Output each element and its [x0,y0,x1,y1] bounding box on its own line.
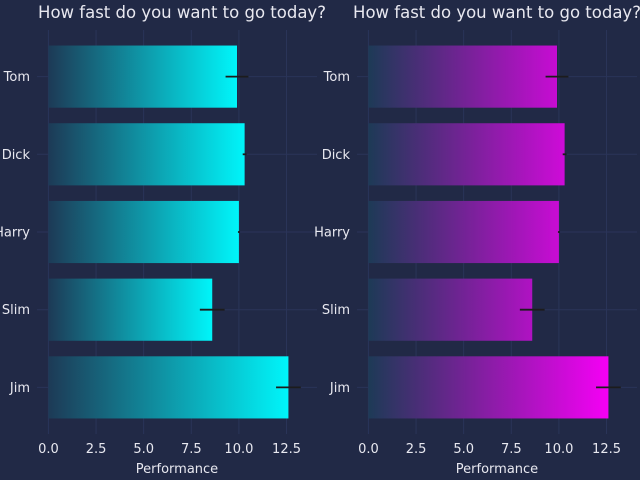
x-tick-label: 12.5 [592,442,621,457]
y-tick-label: Dick [2,148,31,163]
x-tick-label: 0.0 [38,442,59,457]
x-tick-label: 2.5 [406,442,427,457]
y-tick-label: Harry [0,226,30,241]
bar [48,278,213,341]
y-tick-label: Slim [322,303,350,318]
bar [368,278,533,341]
bar [48,45,237,108]
chart-panel-right: How fast do you want to go today? Perfor… [314,3,640,477]
y-tick-label: Harry [314,226,350,241]
x-tick-label: 10.0 [544,442,573,457]
bar [368,356,609,419]
bar [48,123,245,186]
y-tick-label: Tom [3,70,30,85]
x-tick-label: 12.5 [272,442,301,457]
y-tick-label: Jim [9,381,30,396]
x-tick-label: 10.0 [224,442,253,457]
y-tick-label: Slim [2,303,30,318]
y-tick-label: Dick [322,148,351,163]
y-tick-label: Tom [323,70,350,85]
bar [368,123,565,186]
x-tick-label: 5.0 [133,442,154,457]
bar [48,356,289,419]
chart-panel-left: How fast do you want to go today? Perfor… [0,3,326,477]
y-tick-label: Jim [329,381,350,396]
x-axis-label: Performance [456,462,538,477]
x-tick-label: 7.5 [181,442,202,457]
bar [368,200,559,264]
x-tick-label: 2.5 [86,442,107,457]
x-tick-label: 0.0 [358,442,379,457]
x-tick-label: 5.0 [453,442,474,457]
bar [48,200,239,264]
chart-title: How fast do you want to go today? [353,3,640,22]
x-axis-label: Performance [136,462,218,477]
x-tick-label: 7.5 [501,442,522,457]
chart-title: How fast do you want to go today? [38,3,326,22]
bar [368,45,557,108]
